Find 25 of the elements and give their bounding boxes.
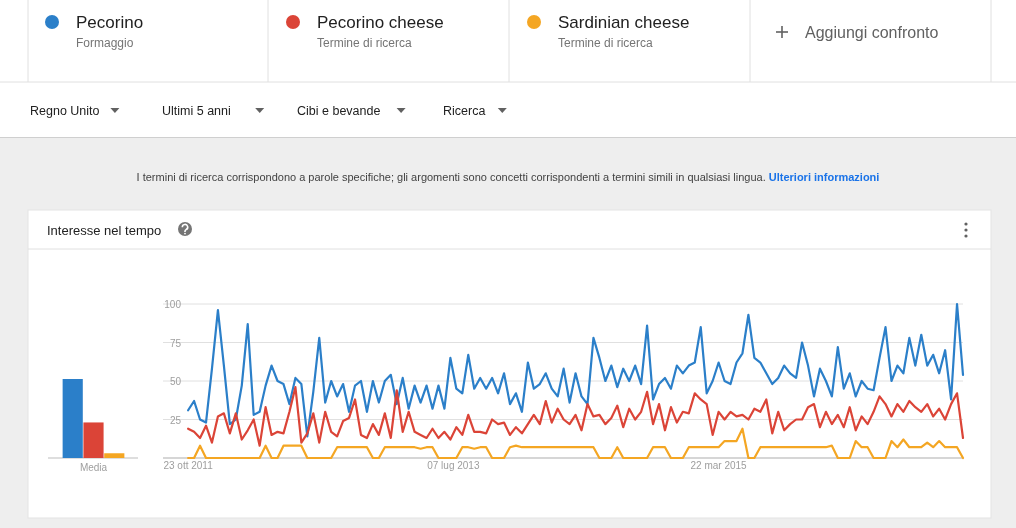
line-series bbox=[187, 386, 965, 447]
text: I termini di ricerca corrispondono a parole specifiche; gli argomenti sono concetti corrispondenti a termini simili in qualsiasi lingua. bbox=[136, 171, 766, 183]
text: Ulteriori informazioni bbox=[765, 171, 880, 183]
text: Ricerca bbox=[443, 104, 486, 118]
text: Ultimi 5 anni bbox=[162, 104, 231, 118]
x-tick-label: 07 lug 2013 bbox=[427, 460, 480, 471]
text: Termine di ricerca bbox=[558, 36, 654, 50]
y-tick-label: 100 bbox=[164, 299, 182, 310]
legend-label: Pecorino bbox=[76, 13, 144, 32]
text: Regno Unito bbox=[30, 104, 100, 118]
x-tick-label: 23 ott 2011 bbox=[163, 460, 214, 471]
text: Formaggio bbox=[76, 36, 134, 50]
line-series bbox=[187, 302, 965, 438]
y-tick-label: 25 bbox=[169, 414, 182, 426]
y-tick-label: 75 bbox=[169, 337, 182, 349]
y-tick-label: 50 bbox=[169, 376, 182, 387]
line-series bbox=[187, 427, 965, 460]
text: Termine di ricerca bbox=[317, 36, 413, 50]
text: Aggiungi confronto bbox=[805, 24, 939, 41]
x-tick-label: Media bbox=[79, 462, 108, 473]
legend-label: Pecorino cheese bbox=[317, 13, 444, 32]
legend-label: Sardinian cheese bbox=[558, 13, 690, 32]
text: Cibi e bevande bbox=[297, 104, 381, 118]
chart-title: Interesse nel tempo bbox=[47, 223, 162, 238]
x-tick-label: 22 mar 2015 bbox=[690, 460, 748, 471]
